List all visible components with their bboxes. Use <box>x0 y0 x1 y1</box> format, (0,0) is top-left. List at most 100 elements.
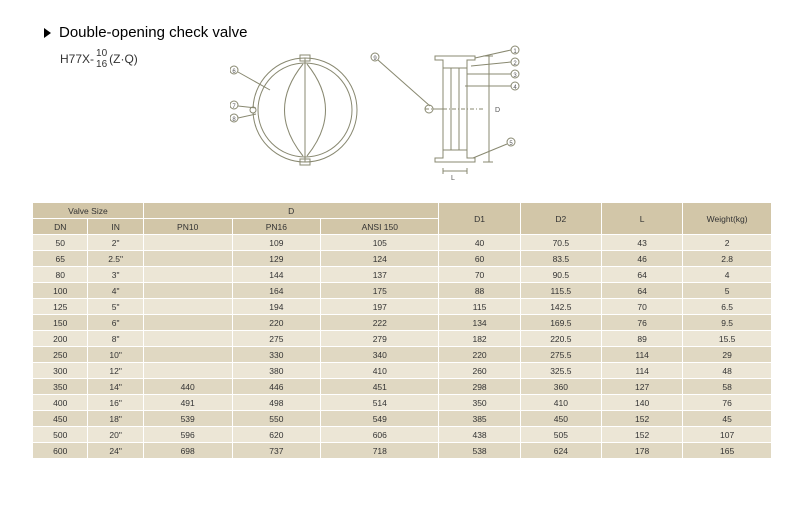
table-row: 35014"44044645129836012758 <box>33 379 772 395</box>
table-cell: 350 <box>439 395 520 411</box>
table-cell: 45 <box>683 411 772 427</box>
table-cell: 65 <box>33 251 88 267</box>
table-cell <box>143 331 232 347</box>
table-cell: 64 <box>601 267 682 283</box>
table-cell: 298 <box>439 379 520 395</box>
table-cell <box>143 315 232 331</box>
table-cell: 152 <box>601 411 682 427</box>
table-cell: 200 <box>33 331 88 347</box>
table-cell: 137 <box>321 267 439 283</box>
th-valve-size: Valve Size <box>33 203 144 219</box>
table-cell: 20" <box>88 427 143 443</box>
table-cell: 250 <box>33 347 88 363</box>
th-L: L <box>601 203 682 235</box>
table-cell: 3" <box>88 267 143 283</box>
table-cell: 144 <box>232 267 321 283</box>
table-cell <box>143 347 232 363</box>
table-cell: 115.5 <box>520 283 601 299</box>
table-cell: 446 <box>232 379 321 395</box>
th-D2: D2 <box>520 203 601 235</box>
table-cell: 2 <box>683 235 772 251</box>
th-ANSI150: ANSI 150 <box>321 219 439 235</box>
table-row: 803"1441377090.5644 <box>33 267 772 283</box>
frac-bot: 16 <box>96 59 107 70</box>
table-cell: 169.5 <box>520 315 601 331</box>
table-cell: 175 <box>321 283 439 299</box>
table-cell: 220.5 <box>520 331 601 347</box>
table-cell: 150 <box>33 315 88 331</box>
th-PN10: PN10 <box>143 219 232 235</box>
table-cell: 325.5 <box>520 363 601 379</box>
table-cell: 134 <box>439 315 520 331</box>
table-cell: 440 <box>143 379 232 395</box>
table-cell: 125 <box>33 299 88 315</box>
table-cell: 60 <box>439 251 520 267</box>
table-row: 50020"596620606438505152107 <box>33 427 772 443</box>
table-cell <box>143 283 232 299</box>
table-row: 30012"380410260325.511448 <box>33 363 772 379</box>
table-cell: 6" <box>88 315 143 331</box>
table-cell: 10" <box>88 347 143 363</box>
table-cell: 105 <box>321 235 439 251</box>
table-cell: 197 <box>321 299 439 315</box>
table-cell: 124 <box>321 251 439 267</box>
table-cell: 58 <box>683 379 772 395</box>
table-body: 502"1091054070.5432652.5"1291246083.5462… <box>33 235 772 459</box>
table-cell: 491 <box>143 395 232 411</box>
dim-L: L <box>451 175 455 180</box>
th-PN16: PN16 <box>232 219 321 235</box>
table-cell: 260 <box>439 363 520 379</box>
table-cell: 538 <box>439 443 520 459</box>
table-cell: 142.5 <box>520 299 601 315</box>
table-cell <box>143 363 232 379</box>
table-row: 60024"698737718538624178165 <box>33 443 772 459</box>
table-cell: 410 <box>321 363 439 379</box>
table-cell: 64 <box>601 283 682 299</box>
table-cell: 2.5" <box>88 251 143 267</box>
spec-table: Valve Size D D1 D2 L Weight(kg) DN IN PN… <box>32 202 772 459</box>
table-cell: 698 <box>143 443 232 459</box>
page-title: Double-opening check valve <box>59 24 247 41</box>
table-cell: 6.5 <box>683 299 772 315</box>
table-row: 1255" 194197115142.5706.5 <box>33 299 772 315</box>
table-cell: 4 <box>683 267 772 283</box>
table-cell: 451 <box>321 379 439 395</box>
table-cell: 340 <box>321 347 439 363</box>
table-cell: 360 <box>520 379 601 395</box>
table-row: 25010"330340220275.511429 <box>33 347 772 363</box>
table-cell: 48 <box>683 363 772 379</box>
table-cell: 16" <box>88 395 143 411</box>
table-cell: 12" <box>88 363 143 379</box>
table-row: 652.5"1291246083.5462.8 <box>33 251 772 267</box>
valve-diagram: 6 7 8 D L <box>230 40 540 180</box>
table-row: 2008"275279182220.58915.5 <box>33 331 772 347</box>
table-cell: 620 <box>232 427 321 443</box>
table-cell: 718 <box>321 443 439 459</box>
table-cell: 500 <box>33 427 88 443</box>
table-cell: 164 <box>232 283 321 299</box>
table-cell: 76 <box>683 395 772 411</box>
table-cell: 129 <box>232 251 321 267</box>
table-cell: 115 <box>439 299 520 315</box>
table-cell: 70 <box>601 299 682 315</box>
table-cell: 596 <box>143 427 232 443</box>
title-row: Double-opening check valve <box>44 24 247 41</box>
table-cell: 29 <box>683 347 772 363</box>
table-cell: 152 <box>601 427 682 443</box>
table-cell: 114 <box>601 363 682 379</box>
th-weight: Weight(kg) <box>683 203 772 235</box>
table-cell: 194 <box>232 299 321 315</box>
table-cell: 275.5 <box>520 347 601 363</box>
table-cell: 76 <box>601 315 682 331</box>
table-cell: 43 <box>601 235 682 251</box>
table-cell: 737 <box>232 443 321 459</box>
spec-table-wrap: Valve Size D D1 D2 L Weight(kg) DN IN PN… <box>32 202 772 459</box>
frac-top: 10 <box>96 48 107 59</box>
table-cell: 100 <box>33 283 88 299</box>
table-cell: 385 <box>439 411 520 427</box>
table-cell: 46 <box>601 251 682 267</box>
table-cell: 438 <box>439 427 520 443</box>
th-D1: D1 <box>439 203 520 235</box>
table-cell: 5" <box>88 299 143 315</box>
table-cell: 549 <box>321 411 439 427</box>
